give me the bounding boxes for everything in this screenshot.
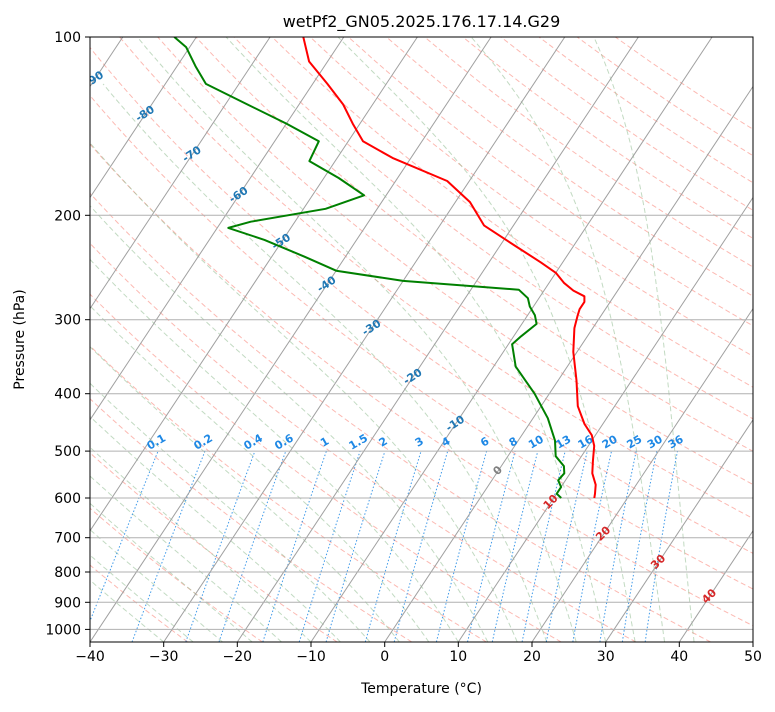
x-tick-label: 30: [597, 649, 615, 665]
y-tick-label: 500: [54, 444, 81, 460]
y-tick-label: 800: [54, 565, 81, 581]
y-axis-label: Pressure (hPa): [12, 289, 28, 389]
y-tick-label: 400: [54, 387, 81, 403]
chart-title: wetPf2_GN05.2025.176.17.14.G29: [283, 12, 561, 32]
y-tick-label: 200: [54, 208, 81, 224]
x-tick-label: 50: [744, 649, 762, 665]
y-tick-label: 300: [54, 313, 81, 329]
x-tick-label: −30: [149, 649, 179, 665]
x-tick-label: −40: [75, 649, 105, 665]
x-tick-label: 0: [380, 649, 389, 665]
x-tick-label: 10: [449, 649, 467, 665]
y-tick-label: 100: [54, 30, 81, 46]
x-axis-label: Temperature (°C): [360, 681, 482, 697]
y-tick-label: 600: [54, 491, 81, 507]
y-tick-label: 1000: [45, 622, 81, 638]
x-tick-label: 20: [523, 649, 541, 665]
y-tick-label: 700: [54, 531, 81, 547]
x-tick-label: −20: [223, 649, 253, 665]
y-tick-label: 900: [54, 595, 81, 611]
x-tick-label: 40: [670, 649, 688, 665]
x-tick-label: −10: [296, 649, 326, 665]
